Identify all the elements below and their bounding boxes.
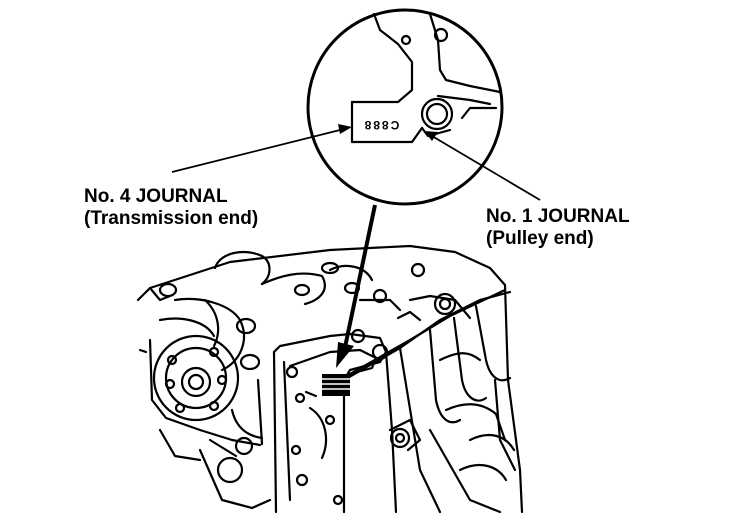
no4-leader-line — [171, 124, 352, 173]
no1-journal-subtitle: (Pulley end) — [486, 228, 594, 249]
no4-journal-title: No. 4 JOURNAL — [84, 186, 228, 207]
journal-stamp-code: C888 — [363, 118, 400, 132]
magnifier-pointer-arrow — [336, 204, 377, 368]
no1-journal-title: No. 1 JOURNAL — [486, 206, 630, 227]
no4-journal-subtitle: (Transmission end) — [84, 208, 259, 229]
engine-block-illustration — [136, 244, 524, 514]
magnified-detail-circle: C888 — [306, 8, 504, 206]
stamp-location-marker — [322, 374, 350, 396]
no1-leader-line — [424, 131, 541, 201]
